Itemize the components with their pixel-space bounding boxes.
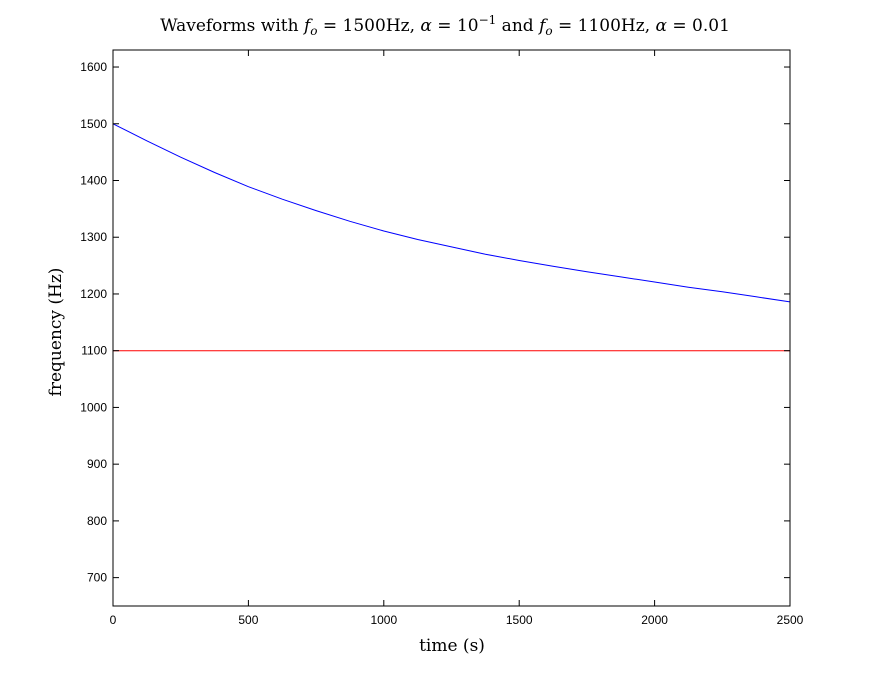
y-tick-label: 1400	[80, 173, 107, 187]
x-tick-label: 2000	[641, 613, 668, 627]
y-tick-label: 1000	[80, 400, 107, 414]
x-axis-label: time (s)	[419, 636, 485, 656]
y-tick-label: 1200	[80, 287, 107, 301]
x-tick-label: 1500	[506, 613, 533, 627]
y-tick-label: 800	[87, 514, 107, 528]
chart-title: Waveforms with fo = 1500Hz, α = 10−1 and…	[160, 13, 730, 38]
y-axis-label: frequency (Hz)	[46, 268, 66, 397]
y-tick-label: 900	[87, 457, 107, 471]
axis-ticks: 0 500 1000 1500 2000 2500 700 800 900 1000 1100 120…	[80, 50, 804, 627]
plot-frame	[112, 49, 791, 607]
y-tick-label: 1600	[80, 60, 107, 74]
y-tick-label: 1300	[80, 230, 107, 244]
y-tick-label: 700	[87, 571, 107, 585]
y-tick-label: 1500	[80, 117, 107, 131]
x-tick-label: 500	[238, 613, 258, 627]
y-tick-label: 1100	[81, 344, 107, 358]
x-tick-label: 2500	[777, 613, 804, 627]
x-tick-label: 0	[110, 613, 117, 627]
x-tick-label: 1000	[370, 613, 397, 627]
series-line-1	[112, 123, 791, 303]
plot-lines	[112, 123, 791, 352]
